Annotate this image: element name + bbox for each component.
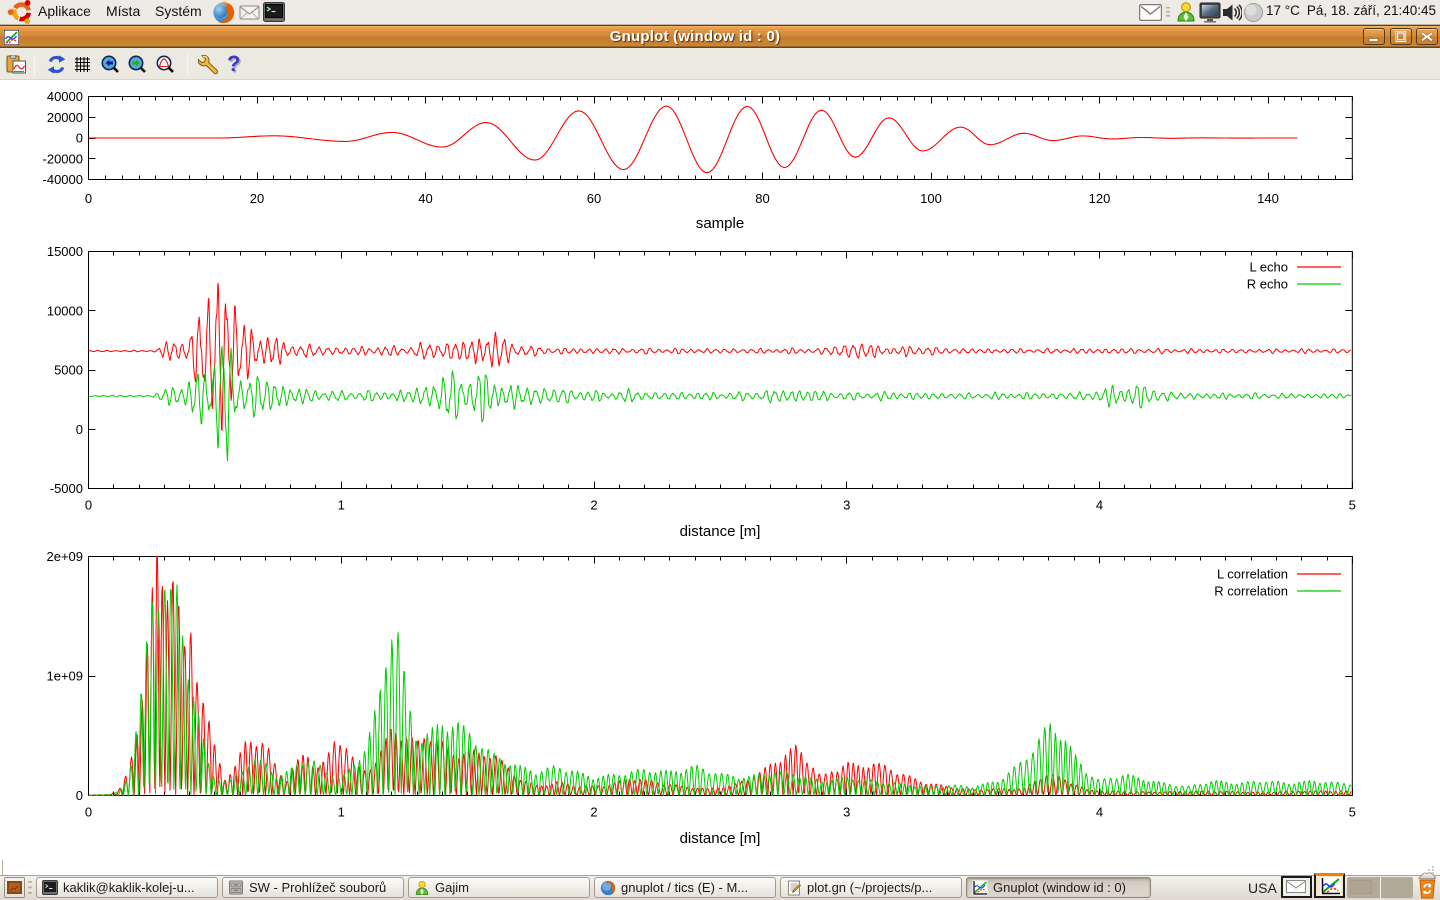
svg-text:L correlation: L correlation: [1217, 567, 1288, 582]
svg-text:5000: 5000: [54, 363, 83, 378]
svg-text:-5000: -5000: [50, 481, 83, 496]
svg-text:1: 1: [338, 805, 345, 820]
svg-text:2e+09: 2e+09: [46, 549, 83, 564]
svg-text:140: 140: [1257, 191, 1279, 206]
svg-text:60: 60: [587, 191, 601, 206]
svg-text:40: 40: [418, 191, 432, 206]
svg-text:4: 4: [1096, 805, 1103, 820]
svg-text:10000: 10000: [47, 303, 83, 318]
svg-text:1: 1: [338, 498, 345, 513]
svg-text:0: 0: [85, 805, 92, 820]
svg-text:R echo: R echo: [1247, 277, 1288, 292]
svg-text:1e+09: 1e+09: [46, 669, 83, 684]
svg-text:0: 0: [76, 788, 83, 803]
svg-text:R correlation: R correlation: [1214, 584, 1288, 599]
svg-text:5: 5: [1349, 805, 1356, 820]
svg-text:-20000: -20000: [43, 151, 83, 166]
svg-text:20000: 20000: [47, 110, 83, 125]
svg-text:0: 0: [85, 191, 92, 206]
svg-text:0: 0: [76, 131, 83, 146]
svg-text:sample: sample: [696, 215, 744, 232]
svg-text:3: 3: [843, 498, 850, 513]
svg-text:5: 5: [1349, 498, 1356, 513]
svg-text:0: 0: [76, 422, 83, 437]
svg-text:15000: 15000: [47, 244, 83, 259]
svg-text:20: 20: [250, 191, 264, 206]
svg-text:2: 2: [590, 805, 597, 820]
svg-text:distance [m]: distance [m]: [680, 523, 761, 540]
svg-text:100: 100: [920, 191, 942, 206]
svg-text:0: 0: [85, 498, 92, 513]
svg-text:L echo: L echo: [1249, 260, 1288, 275]
svg-text:2: 2: [590, 498, 597, 513]
svg-text:3: 3: [843, 805, 850, 820]
svg-text:120: 120: [1089, 191, 1111, 206]
svg-text:4: 4: [1096, 498, 1103, 513]
svg-text:40000: 40000: [47, 89, 83, 104]
svg-text:80: 80: [755, 191, 769, 206]
svg-text:-40000: -40000: [43, 172, 83, 187]
svg-text:distance [m]: distance [m]: [680, 830, 761, 847]
